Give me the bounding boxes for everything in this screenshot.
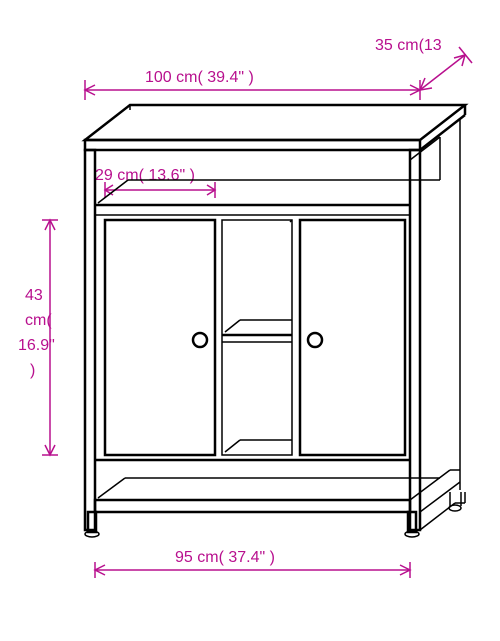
dim-door-width: 29 cm( 13.6" ) — [95, 167, 215, 198]
dim-top-width: 100 cm( 39.4" ) — [85, 69, 420, 100]
dim-door-height: 43 cm( 16.9" ) — [18, 220, 58, 455]
middle-section — [222, 220, 292, 455]
left-door — [105, 220, 215, 455]
dim-bottom-width: 95 cm( 37.4" ) — [95, 549, 410, 578]
dim-top-depth: 35 cm(13 — [375, 37, 472, 90]
right-post — [410, 150, 420, 530]
dim-door-width-label: 29 cm( 13.6" ) — [95, 167, 195, 184]
left-post — [85, 150, 95, 530]
dim-door-height-cm: cm( — [25, 312, 52, 329]
right-door — [300, 220, 405, 455]
dim-door-height-end: ) — [30, 362, 35, 379]
furniture-diagram: 100 cm( 39.4" ) 35 cm(13 29 cm( 13.6" ) — [0, 0, 500, 641]
left-door-knob — [193, 333, 207, 347]
diagram-container: 100 cm( 39.4" ) 35 cm(13 29 cm( 13.6" ) — [0, 0, 500, 641]
top-edge — [85, 140, 420, 150]
dim-top-width-label: 100 cm( 39.4" ) — [145, 69, 254, 86]
right-door-knob — [308, 333, 322, 347]
foot-back-right — [449, 505, 461, 511]
dim-top-depth-label: 35 cm(13 — [375, 37, 442, 54]
bottom-shelf — [95, 500, 410, 512]
dim-door-height-43: 43 — [25, 287, 43, 304]
top-surface — [85, 105, 465, 140]
dim-bottom-width-label: 95 cm( 37.4" ) — [175, 549, 275, 566]
dim-door-height-in: 16.9" — [18, 337, 55, 354]
